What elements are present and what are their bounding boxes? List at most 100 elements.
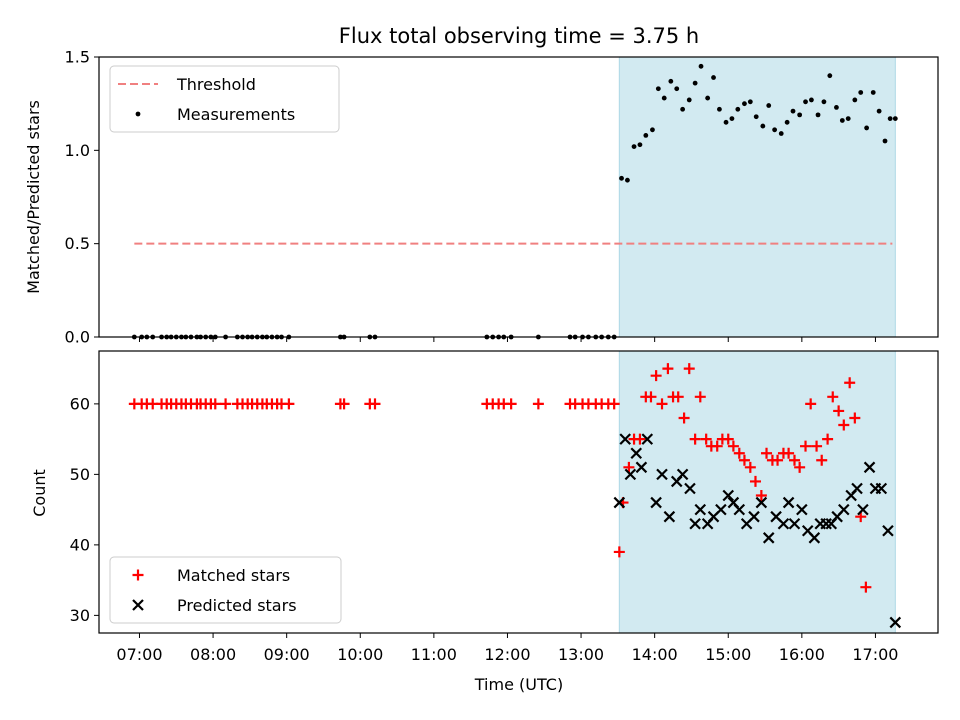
data-point bbox=[851, 482, 863, 495]
data-point bbox=[805, 398, 817, 410]
data-point bbox=[672, 391, 684, 403]
data-point bbox=[676, 468, 689, 481]
data-point bbox=[625, 177, 630, 183]
data-point bbox=[870, 90, 876, 95]
data-point bbox=[858, 90, 864, 95]
data-point bbox=[844, 377, 856, 389]
data-point bbox=[619, 433, 631, 445]
data-point bbox=[827, 73, 833, 79]
data-point bbox=[808, 532, 821, 544]
data-point bbox=[650, 127, 655, 133]
legend-label: Predicted stars bbox=[177, 596, 297, 615]
x-tick-label: 07:00 bbox=[116, 645, 162, 664]
data-point bbox=[755, 490, 767, 502]
data-point bbox=[686, 97, 692, 103]
data-point bbox=[705, 95, 711, 101]
data-point bbox=[762, 532, 775, 544]
data-point bbox=[635, 461, 648, 474]
data-point bbox=[772, 127, 778, 133]
legend-box bbox=[109, 65, 340, 133]
data-point bbox=[663, 510, 676, 523]
data-point bbox=[772, 454, 784, 466]
series-predicted-stars bbox=[613, 433, 902, 629]
data-point bbox=[613, 546, 625, 558]
data-point bbox=[694, 503, 707, 516]
data-point bbox=[821, 99, 827, 105]
data-point bbox=[749, 475, 761, 487]
data-point bbox=[692, 80, 698, 86]
observing-window bbox=[618, 350, 896, 634]
data-point bbox=[803, 99, 808, 105]
data-point bbox=[505, 398, 517, 410]
data-point bbox=[656, 398, 668, 410]
data-point bbox=[816, 454, 828, 466]
data-point bbox=[680, 106, 686, 112]
data-point bbox=[748, 510, 760, 523]
data-point bbox=[797, 112, 803, 118]
data-point bbox=[852, 97, 858, 103]
data-point bbox=[760, 123, 766, 129]
x-tick-label: 14:00 bbox=[632, 645, 678, 664]
data-point bbox=[784, 119, 790, 125]
legend-label: Matched stars bbox=[177, 566, 290, 585]
data-point bbox=[839, 118, 845, 123]
data-point bbox=[849, 412, 861, 424]
panel-ratio: 0.0 0.5 1.0 1.5 Threshold Measurements bbox=[65, 48, 939, 347]
data-point bbox=[722, 489, 735, 502]
data-point bbox=[338, 398, 350, 410]
data-point bbox=[800, 440, 812, 452]
data-point bbox=[811, 440, 823, 452]
data-point bbox=[641, 433, 654, 445]
data-point bbox=[623, 461, 635, 473]
data-point bbox=[700, 433, 712, 445]
data-point bbox=[711, 75, 716, 80]
data-point bbox=[532, 398, 544, 410]
x-axis-label: Time (UTC) bbox=[474, 675, 563, 694]
data-point bbox=[761, 447, 773, 459]
legend-marker bbox=[132, 569, 144, 581]
data-point bbox=[845, 116, 851, 121]
data-point bbox=[815, 112, 821, 118]
x-tick-label: 12:00 bbox=[484, 645, 530, 664]
data-point bbox=[777, 517, 790, 530]
data-point bbox=[733, 503, 746, 516]
data-point bbox=[608, 398, 620, 410]
data-point bbox=[742, 101, 747, 107]
data-point bbox=[662, 363, 674, 375]
legend-marker bbox=[132, 599, 144, 611]
x-tick-label: 13:00 bbox=[558, 645, 604, 664]
x-tick-label: 15:00 bbox=[705, 645, 751, 664]
data-point bbox=[822, 433, 834, 445]
data-point bbox=[668, 78, 674, 84]
data-point bbox=[283, 398, 295, 410]
series-measurements bbox=[131, 63, 898, 340]
y-tick-label: 30 bbox=[70, 606, 90, 625]
legend-label: Measurements bbox=[177, 105, 295, 124]
legend-count: Matched stars Predicted stars bbox=[109, 556, 342, 624]
panel-count: 30 40 50 60 07:00 08:00 09:00 10:00 11:00 12:00 13… bbox=[70, 350, 939, 664]
x-tick-label: 08:00 bbox=[190, 645, 236, 664]
x-tick-label: 17:00 bbox=[852, 645, 898, 664]
data-point bbox=[656, 468, 668, 481]
data-point bbox=[650, 496, 662, 509]
data-point bbox=[694, 391, 706, 403]
data-point bbox=[634, 433, 646, 445]
y-tick-label: 0.0 bbox=[65, 328, 90, 347]
data-point bbox=[630, 447, 643, 460]
data-point bbox=[882, 138, 888, 144]
data-point bbox=[744, 461, 756, 473]
data-point bbox=[838, 503, 850, 516]
legend-marker bbox=[135, 111, 141, 117]
data-point bbox=[631, 144, 637, 150]
plot-frame bbox=[98, 350, 939, 634]
data-point bbox=[796, 503, 808, 516]
data-point bbox=[876, 108, 882, 114]
data-point bbox=[637, 142, 643, 148]
data-point bbox=[698, 63, 704, 69]
data-point bbox=[613, 496, 626, 509]
data-point bbox=[790, 108, 796, 114]
data-point bbox=[875, 482, 888, 495]
data-point bbox=[783, 447, 795, 459]
data-point bbox=[723, 119, 729, 125]
